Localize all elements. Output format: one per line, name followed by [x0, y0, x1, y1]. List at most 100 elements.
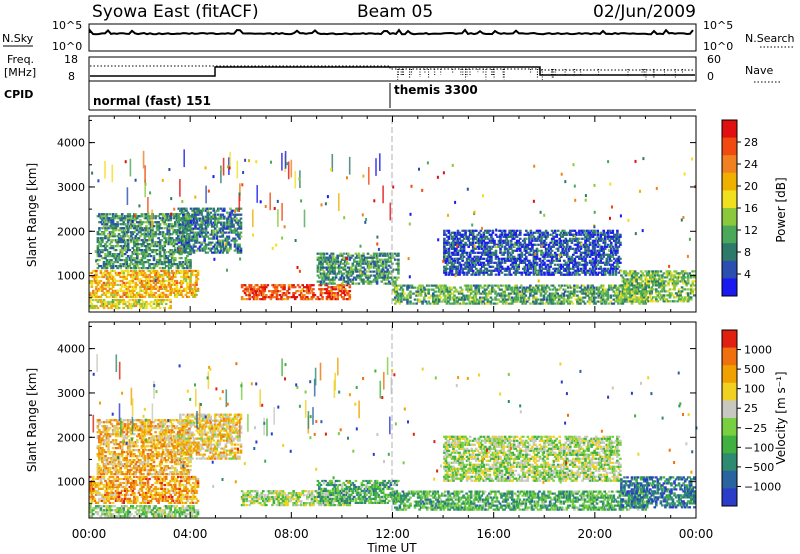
heatmap-cell [333, 268, 336, 271]
heatmap-cell [113, 223, 116, 226]
heatmap-cell [468, 243, 472, 246]
heatmap-cell [180, 231, 184, 234]
heatmap-cell [576, 298, 579, 301]
heatmap-cell [192, 217, 196, 220]
heatmap-cell [579, 302, 582, 305]
heatmap-cell [140, 304, 144, 308]
heatmap-cell [204, 225, 208, 228]
heatmap-cell [170, 225, 174, 228]
heatmap-cell [184, 287, 188, 290]
heatmap-cell [357, 252, 361, 255]
heatmap-cell [122, 275, 125, 279]
heatmap-cell [397, 284, 400, 287]
heatmap-cell [122, 233, 125, 236]
heatmap-cell [128, 249, 132, 252]
heatmap-cell [90, 279, 94, 283]
heatmap-cell [142, 243, 145, 246]
heatmap-cell [143, 215, 147, 218]
heatmap-cell [167, 219, 171, 222]
heatmap-cell [523, 233, 527, 236]
heatmap-cell [569, 239, 572, 242]
heatmap-cell [187, 259, 191, 262]
heatmap-cell [435, 302, 438, 305]
heatmap-cell [110, 219, 113, 222]
heatmap-cell [547, 245, 551, 248]
heatmap-cell [183, 207, 187, 210]
heatmap-cell [397, 292, 400, 295]
heatmap-cell [280, 286, 283, 289]
heatmap-cell [509, 257, 513, 260]
heatmap-cell [133, 277, 136, 281]
heatmap-cell [245, 298, 248, 301]
heatmap-cell [562, 298, 566, 301]
heatmap-cell [556, 269, 560, 272]
heatmap-cell [167, 223, 171, 226]
heatmap-cell [566, 255, 569, 258]
heatmap-cell [183, 263, 186, 266]
heatmap-cell [401, 292, 405, 295]
heatmap-cell [107, 221, 110, 224]
heatmap-cell [105, 291, 109, 294]
heatmap-cell [186, 263, 189, 266]
heatmap-cell [119, 283, 122, 286]
heatmap-cell [197, 231, 200, 234]
heatmap-cell [463, 296, 467, 299]
heatmap-cell [466, 286, 470, 289]
heatmap-cell [194, 213, 197, 216]
heatmap-cell [102, 271, 106, 275]
heatmap-cell [167, 231, 171, 234]
heatmap-cell [488, 255, 492, 258]
heatmap-cell [286, 296, 289, 299]
heatmap-cell [130, 227, 133, 230]
heatmap-cell [487, 237, 490, 240]
heatmap-cell [166, 261, 169, 264]
heatmap-cell [579, 298, 582, 301]
heatmap-cell [139, 231, 142, 234]
heatmap-cell [556, 263, 560, 266]
heatmap-cell [142, 273, 145, 277]
heatmap-cell [145, 273, 148, 277]
heatmap-cell [422, 290, 426, 293]
heatmap-cell [490, 259, 493, 262]
heatmap-cell [477, 286, 481, 289]
heatmap-cell [230, 225, 234, 228]
heatmap-cell [506, 265, 510, 268]
heatmap-cell [336, 260, 339, 263]
heatmap-cell [119, 289, 122, 292]
heatmap-cell [239, 249, 243, 252]
heatmap-cell [609, 296, 613, 299]
heatmap-cell [573, 288, 576, 291]
heatmap-cell [180, 253, 183, 256]
heatmap-cell [167, 263, 171, 266]
heatmap-cell [532, 286, 535, 289]
heatmap-cell [128, 279, 132, 283]
heatmap-cell [284, 294, 288, 297]
heatmap-cell [447, 300, 450, 303]
heatmap-cell [163, 235, 166, 238]
heatmap-cell [318, 284, 321, 287]
heatmap-cell [170, 241, 174, 244]
heatmap-cell [327, 274, 330, 277]
heatmap-cell [178, 227, 182, 230]
heatmap-cell [101, 239, 104, 242]
heatmap-cell [161, 281, 165, 284]
heatmap-cell [529, 292, 532, 295]
heatmap-cell [488, 239, 492, 242]
heatmap-cell [105, 217, 109, 220]
heatmap-cell [183, 239, 187, 242]
heatmap-cell [419, 290, 423, 293]
heatmap-cell [155, 259, 159, 262]
heatmap-cell [514, 273, 517, 276]
heatmap-cell [252, 296, 256, 299]
heatmap-cell [499, 247, 502, 250]
heatmap-cell [120, 213, 124, 216]
heatmap-cell [189, 281, 192, 284]
heatmap-cell [384, 258, 388, 261]
heatmap-cell [319, 252, 323, 255]
heatmap-cell [126, 249, 130, 252]
heatmap-cell [166, 217, 169, 220]
heatmap-cell [152, 255, 156, 258]
heatmap-cell [172, 245, 176, 248]
heatmap-cell [160, 269, 163, 273]
heatmap-cell [568, 294, 572, 297]
